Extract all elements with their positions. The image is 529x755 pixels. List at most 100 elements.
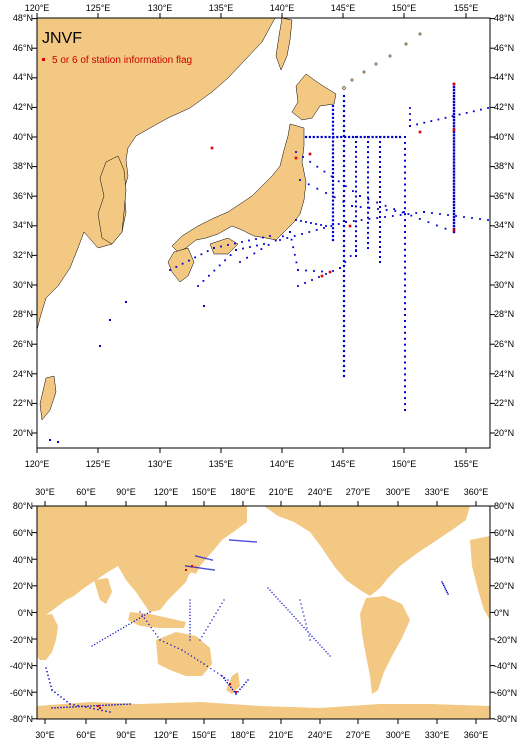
station-dot <box>320 224 322 226</box>
station-dot <box>379 141 381 143</box>
station-dot <box>213 247 215 249</box>
station-dot <box>387 135 390 139</box>
station-dot <box>342 339 346 343</box>
station-dot <box>249 246 251 248</box>
station-dot <box>404 272 406 275</box>
station-dot <box>355 155 357 158</box>
world-station-dot <box>279 600 281 602</box>
world-station-dot <box>230 686 232 688</box>
world-station-dot <box>275 596 277 598</box>
station-dot <box>379 171 381 173</box>
world-station-dot <box>237 691 239 693</box>
lat-label-44-left: 44°N <box>13 72 33 82</box>
world-station-dot <box>308 635 310 637</box>
world-station-dot <box>126 703 128 705</box>
station-dot <box>263 243 265 245</box>
station-dot <box>331 219 335 222</box>
station-dot <box>293 253 296 256</box>
world-station-dot <box>184 651 186 653</box>
station-dot <box>404 391 406 394</box>
station-dot <box>404 385 406 388</box>
world-station-dot <box>93 708 95 710</box>
station-dot <box>316 135 319 139</box>
station-dot <box>379 256 381 258</box>
station-dot <box>452 158 456 161</box>
world-station-dot <box>189 614 191 616</box>
station-dot <box>407 213 410 215</box>
world-station-dot <box>309 633 311 635</box>
lat-label-36-left: 36°N <box>13 191 33 201</box>
world-station-dot <box>209 568 211 571</box>
station-dot <box>342 144 346 148</box>
lat-label-34-left: 34°N <box>13 220 33 230</box>
world-station-dot <box>203 557 205 559</box>
station-dot <box>367 166 369 169</box>
world-station-dot <box>321 646 323 648</box>
station-dot <box>332 270 334 272</box>
world-lon-180-top: 180°E <box>231 487 256 497</box>
world-station-dot <box>77 704 79 707</box>
station-dot <box>246 256 248 259</box>
station-dot <box>203 305 205 307</box>
station-dot <box>404 242 406 245</box>
world-station-dot <box>94 643 96 646</box>
lat-label-38-left: 38°N <box>13 161 33 171</box>
world-station-dot <box>220 674 222 676</box>
station-dot <box>379 166 381 168</box>
world-lat-40s-left: -40°N <box>10 661 33 671</box>
world-station-dot <box>307 631 309 633</box>
world-station-dot <box>241 540 243 542</box>
station-dot <box>367 161 369 164</box>
station-dot <box>367 146 369 149</box>
station-dot <box>379 156 381 158</box>
station-dot <box>452 179 456 182</box>
world-station-dot <box>304 619 306 621</box>
station-dot <box>282 235 284 238</box>
station-dot <box>355 220 357 223</box>
station-dot <box>404 320 406 322</box>
world-station-dot <box>443 584 445 587</box>
station-dot <box>379 186 381 188</box>
station-dot <box>331 227 335 230</box>
station-dot <box>331 124 335 127</box>
station-dot <box>404 248 406 251</box>
station-dot <box>355 230 357 233</box>
world-station-dot <box>197 567 199 569</box>
world-lon-120-top: 120°E <box>154 487 179 497</box>
station-dot <box>202 280 205 282</box>
world-lat-40s-right: -40°N <box>494 661 517 671</box>
station-dot <box>342 209 346 213</box>
top-map-lon-labels-top: 120°E 125°E 130°E 135°E 140°E 145°E 150°… <box>25 3 479 13</box>
world-station-dot <box>105 704 107 706</box>
station-dot <box>342 319 346 323</box>
world-station-dot <box>200 661 202 663</box>
world-flagged-station-dot <box>99 707 101 709</box>
world-station-dot <box>109 634 112 636</box>
station-dot <box>200 253 203 256</box>
world-station-dot <box>51 707 53 709</box>
world-station-dot <box>229 539 231 541</box>
world-station-dot <box>136 619 138 621</box>
station-dot <box>331 104 335 108</box>
station-dot <box>404 343 406 346</box>
world-station-dot <box>99 704 101 707</box>
world-station-dot <box>141 614 143 616</box>
station-dot <box>444 227 447 230</box>
flagged-station-dot <box>348 224 352 228</box>
station-dot <box>331 144 335 147</box>
station-dot <box>256 244 258 247</box>
station-dot <box>436 224 438 227</box>
station-dot <box>404 236 406 239</box>
world-station-dot <box>117 703 119 706</box>
world-station-dot <box>249 540 251 543</box>
station-dot <box>452 113 456 116</box>
world-lon-330-bottom: 330°E <box>425 730 450 740</box>
station-dot <box>342 374 346 378</box>
world-station-dot <box>313 637 315 640</box>
top-map: 120°E 125°E 130°E 135°E 140°E 145°E 150°… <box>13 3 514 469</box>
world-lat-60n-left: 60°N <box>13 528 33 538</box>
station-dot <box>342 114 346 118</box>
world-station-dot <box>201 567 203 569</box>
station-dot <box>342 279 346 283</box>
world-station-dot <box>297 620 299 622</box>
